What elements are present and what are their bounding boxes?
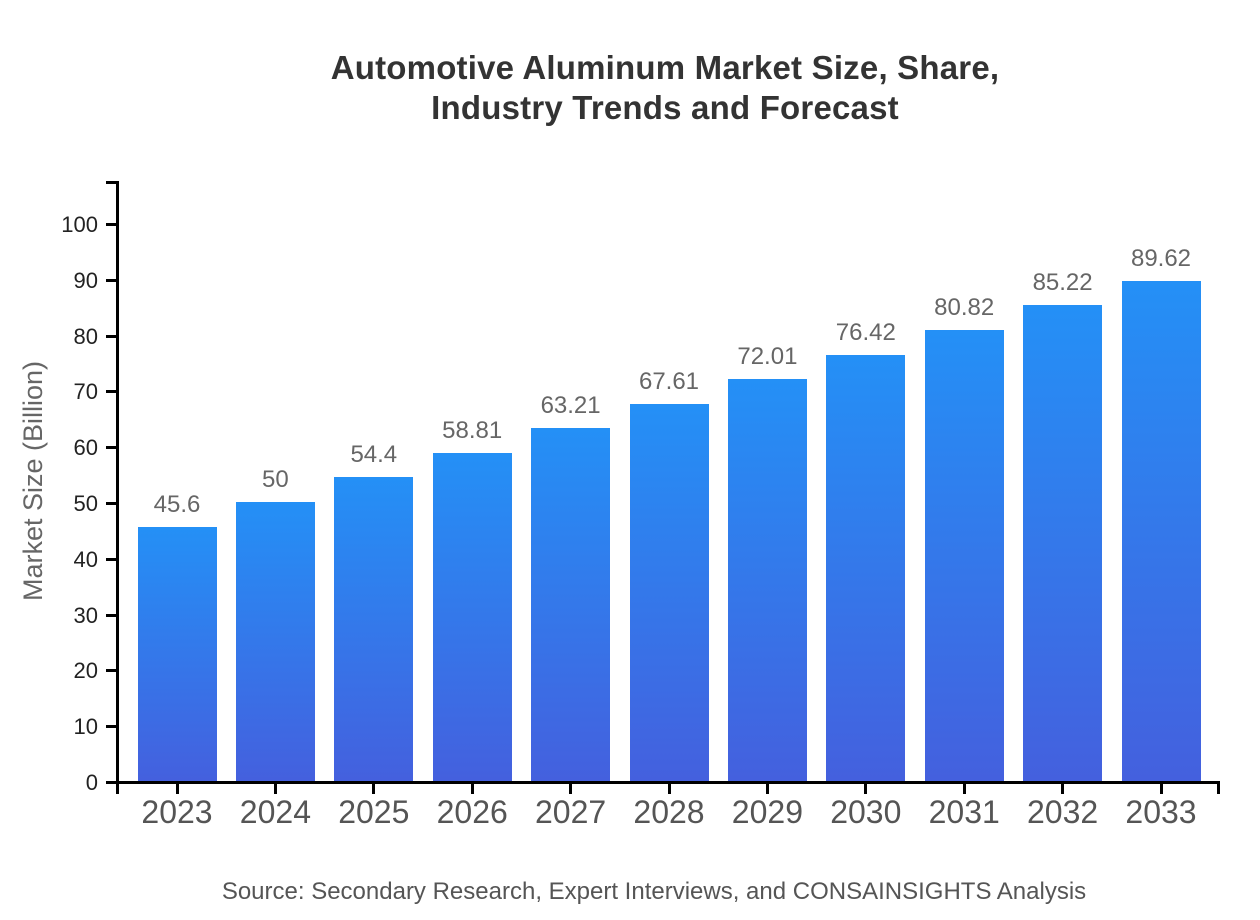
y-axis-cap-tick (106, 181, 116, 184)
bar-value-label-2028: 67.61 (638, 367, 700, 395)
y-tick-label-10: 10 (73, 714, 98, 740)
y-tick-label-80: 80 (73, 323, 98, 349)
source-note: Source: Secondary Research, Expert Inter… (221, 878, 1087, 905)
bar-value-label-2030: 76.42 (835, 318, 896, 346)
chart-title: Automotive Aluminum Market Size, Share, … (330, 49, 1000, 126)
y-tick-30 (106, 613, 116, 617)
bar-value-label-2033: 89.62 (1130, 244, 1192, 272)
y-tick-label-70: 70 (73, 379, 98, 405)
x-tick-2027 (569, 784, 573, 794)
x-tick-label-2027: 2027 (535, 794, 607, 830)
y-tick-90 (106, 278, 116, 282)
bar-value-label-2027: 63.21 (540, 392, 601, 420)
bar-value-label-2032: 85.22 (1032, 269, 1093, 297)
bar-value-label-2023: 45.6 (153, 490, 201, 518)
bar-2027 (531, 428, 611, 781)
y-tick-100 (106, 223, 116, 226)
y-tick-label-20: 20 (73, 658, 98, 684)
y-tick-50 (106, 502, 116, 505)
x-tick-2033 (1159, 784, 1163, 794)
y-tick-label-30: 30 (73, 602, 98, 628)
bar-2033 (1121, 280, 1201, 781)
bar-2031 (924, 330, 1004, 781)
y-tick-40 (106, 557, 116, 561)
x-axis-left-cap-tick (116, 784, 119, 794)
bar-value-label-2025: 54.4 (350, 441, 398, 469)
bar-2028 (629, 403, 709, 781)
bar-2024 (235, 502, 315, 781)
bar-2029 (727, 379, 807, 781)
bar-value-label-2024: 50 (262, 466, 289, 493)
x-tick-label-2031: 2031 (928, 794, 1000, 830)
y-tick-60 (106, 446, 116, 450)
y-tick-10 (106, 725, 116, 729)
y-tick-80 (106, 334, 116, 338)
x-tick-2032 (1061, 784, 1065, 794)
bar-2032 (1023, 305, 1103, 781)
y-tick-label-50: 50 (73, 491, 98, 516)
x-tick-label-2033: 2033 (1125, 794, 1197, 830)
x-tick-2023 (175, 784, 179, 794)
x-tick-label-2026: 2026 (436, 794, 508, 830)
y-tick-label-100: 100 (61, 212, 98, 237)
y-tick-label-60: 60 (73, 435, 98, 461)
bar-2023 (137, 526, 217, 781)
bar-value-label-2026: 58.81 (442, 416, 503, 444)
y-tick-label-40: 40 (73, 546, 98, 572)
x-tick-2026 (470, 784, 474, 794)
y-tick-70 (106, 390, 116, 394)
bar-value-label-2029: 72.01 (737, 343, 798, 371)
y-tick-label-0: 0 (85, 770, 98, 795)
y-tick-label-90: 90 (73, 267, 98, 293)
x-tick-label-2029: 2029 (731, 794, 803, 830)
x-axis-line (116, 781, 1220, 784)
bar-value-label-2031: 80.82 (934, 294, 995, 322)
y-tick-20 (106, 669, 116, 673)
x-tick-label-2025: 2025 (338, 794, 410, 830)
x-tick-label-2032: 2032 (1027, 794, 1099, 830)
bar-2030 (826, 354, 906, 781)
y-axis-line (116, 181, 119, 784)
x-tick-label-2024: 2024 (239, 794, 311, 830)
x-tick-label-2023: 2023 (141, 794, 213, 830)
y-axis-label: Market Size (Billion) (18, 360, 48, 602)
x-tick-2025 (372, 784, 376, 794)
x-tick-2029 (765, 784, 769, 794)
x-tick-2028 (667, 784, 671, 794)
bar-2026 (432, 452, 512, 781)
bar-2025 (334, 477, 414, 781)
x-tick-2024 (273, 784, 277, 794)
x-tick-2030 (864, 784, 868, 794)
y-tick-0 (106, 781, 116, 784)
x-axis-right-cap-tick (1217, 784, 1220, 794)
x-tick-2031 (962, 784, 966, 794)
x-tick-label-2028: 2028 (633, 794, 705, 830)
x-tick-label-2030: 2030 (830, 794, 902, 830)
